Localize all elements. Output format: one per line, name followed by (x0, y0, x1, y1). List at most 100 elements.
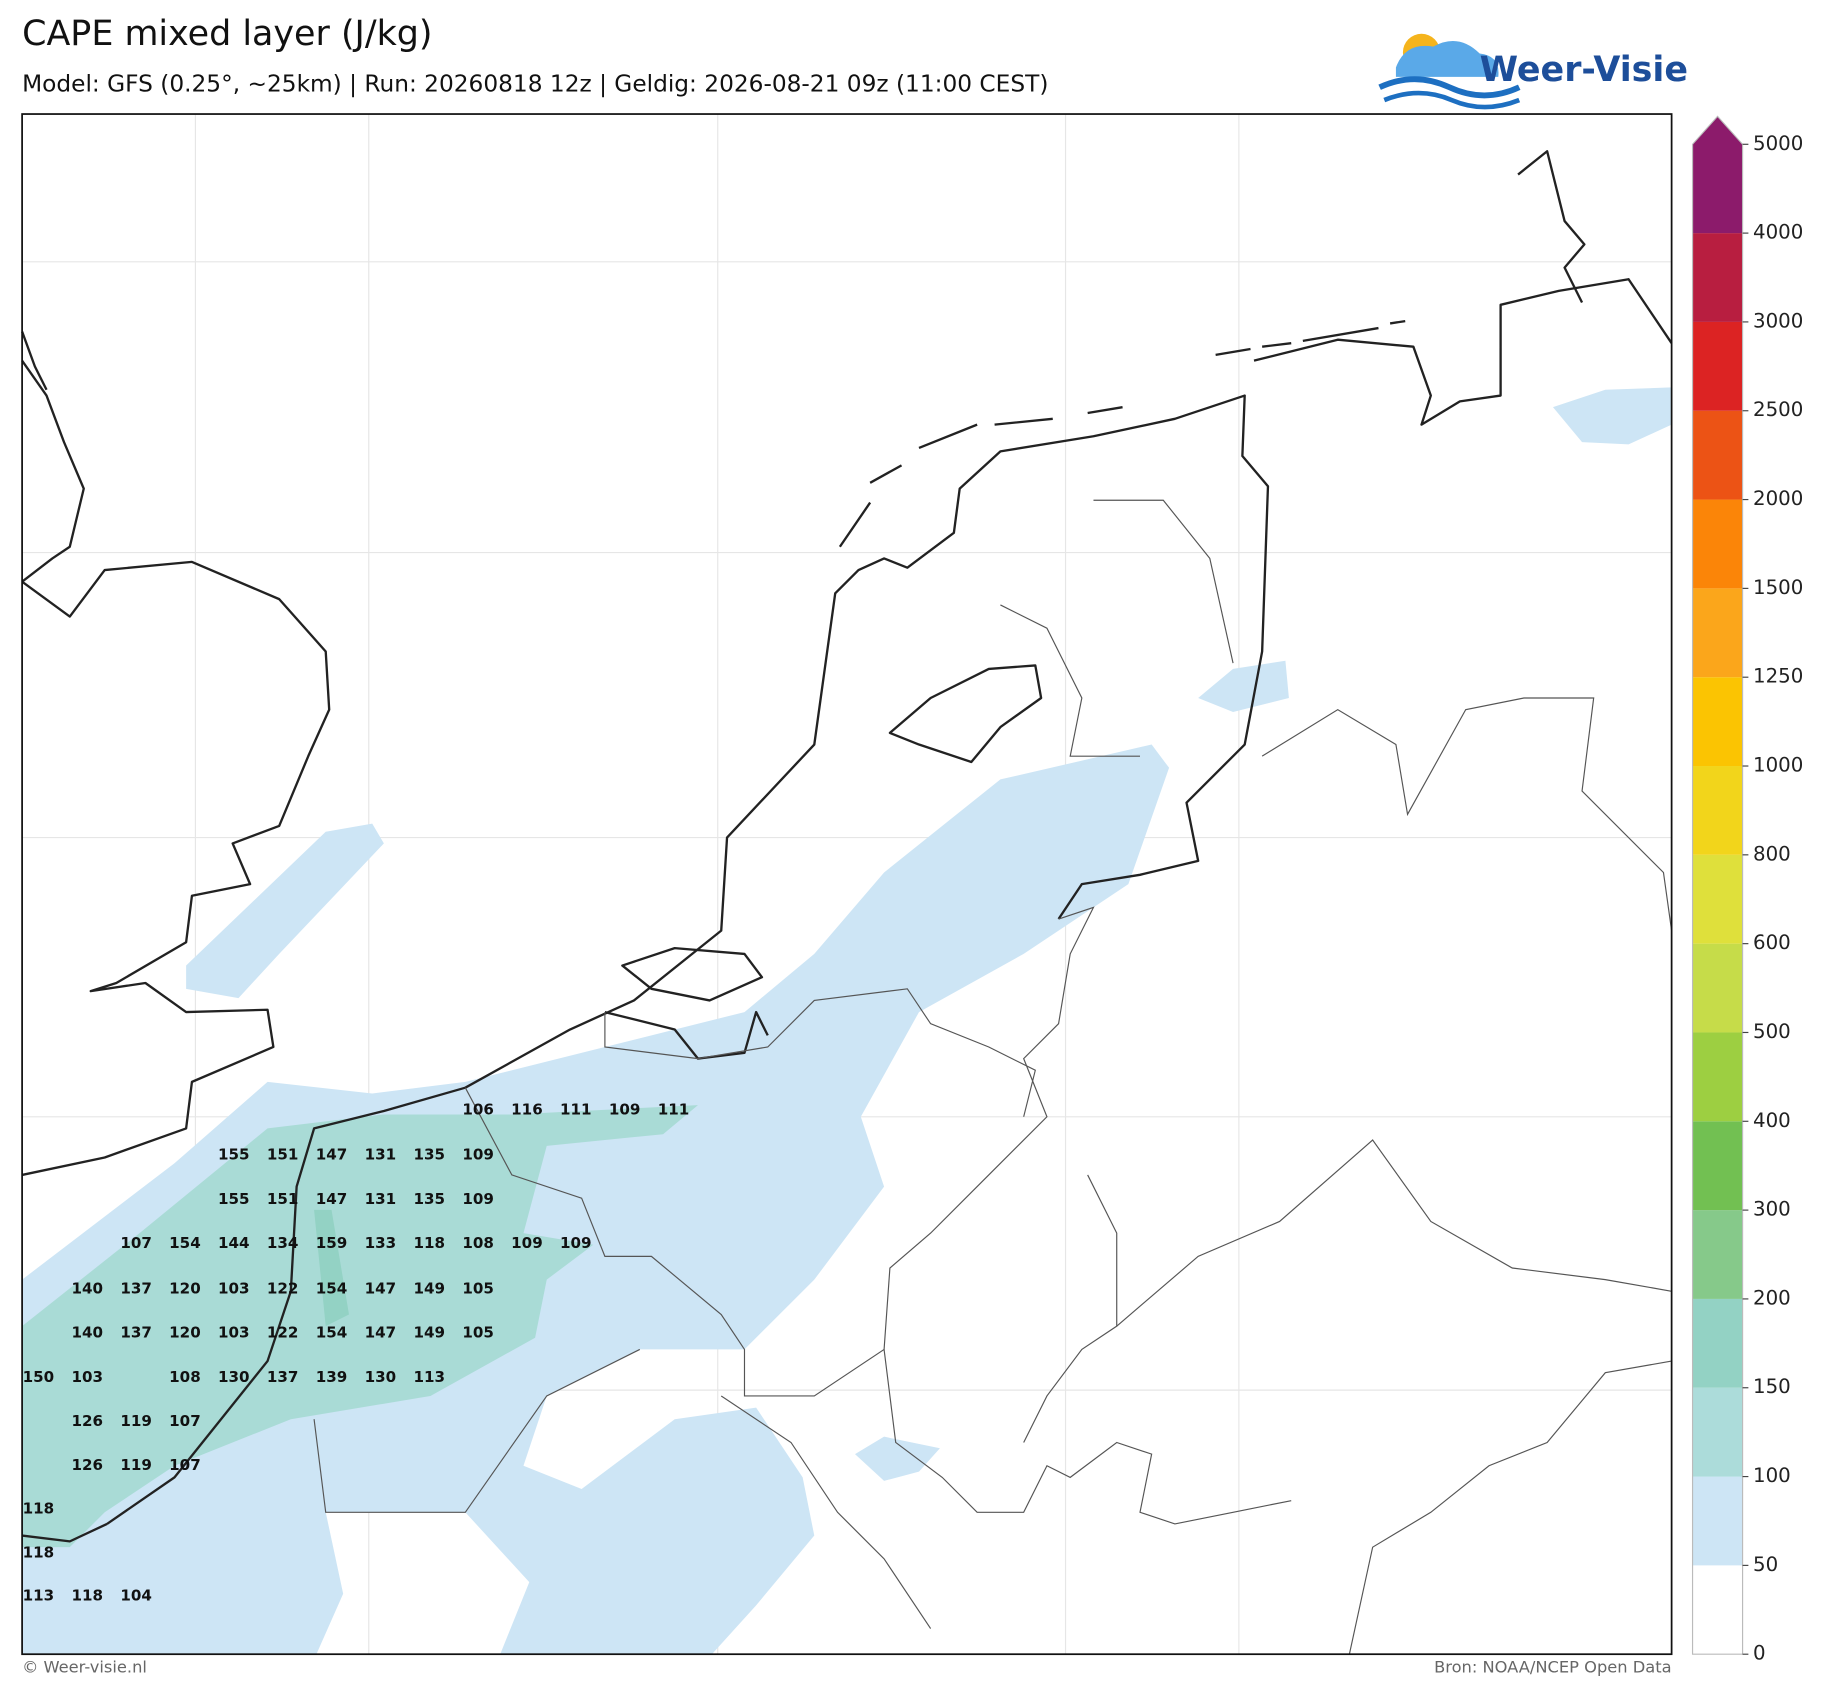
colorbar-tick-label: 5000 (1753, 132, 1803, 155)
cape-label: 105 (462, 1279, 494, 1297)
subtitle: Model: GFS (0.25°, ~25km) | Run: 2026081… (22, 70, 1048, 97)
cape-label: 108 (462, 1234, 494, 1252)
borders (313, 499, 1673, 1655)
cape-label: 113 (23, 1587, 55, 1605)
cape-label: 140 (71, 1324, 103, 1342)
colorbar: 0 50 100 150 200 300 400 500 600 800 1000 1250 1500 2… (1691, 115, 1803, 1665)
colorbar-segment (1692, 1565, 1743, 1655)
cape-label: 147 (316, 1190, 348, 1208)
cape-label: 139 (316, 1368, 348, 1386)
cape-label: 109 (462, 1146, 494, 1164)
cape-label: 159 (316, 1234, 348, 1252)
cape-label: 103 (218, 1279, 250, 1297)
cape-label: 151 (267, 1190, 299, 1208)
cape-label: 154 (316, 1324, 348, 1342)
cape-label: 111 (658, 1100, 690, 1118)
logo: Weer-Visie (1378, 33, 1688, 110)
colorbar-segment (1692, 499, 1743, 589)
colorbar-tick-label: 500 (1753, 1020, 1791, 1043)
colorbar-tick-label: 800 (1753, 842, 1791, 865)
colorbar-segment (1692, 588, 1743, 678)
footer-source: Bron: NOAA/NCEP Open Data (1434, 1658, 1672, 1677)
cape-label: 118 (23, 1499, 55, 1517)
cape-label: 111 (560, 1100, 592, 1118)
cape-label: 131 (365, 1146, 397, 1164)
cape-label: 147 (316, 1146, 348, 1164)
cape-label: 109 (609, 1100, 641, 1118)
colorbar-tick-label: 50 (1753, 1553, 1778, 1576)
colorbar-segment (1692, 854, 1743, 944)
colorbar-tick-label: 200 (1753, 1286, 1791, 1309)
colorbar-tick-label: 2000 (1753, 487, 1803, 510)
title: CAPE mixed layer (J/kg) (22, 14, 432, 54)
footer-credit: © Weer-visie.nl (22, 1658, 147, 1677)
colorbar-segment (1692, 116, 1743, 234)
colorbar-segment (1692, 766, 1743, 855)
colorbar-segment (1692, 677, 1743, 767)
colorbar-segment (1692, 1032, 1743, 1122)
cape-label: 103 (218, 1324, 250, 1342)
cape-label: 107 (169, 1412, 201, 1430)
cape-label: 116 (511, 1100, 543, 1118)
cape-label: 134 (267, 1234, 299, 1252)
colorbar-tick-label: 100 (1753, 1464, 1791, 1487)
coastlines (21, 150, 1673, 1543)
cape-label: 144 (218, 1234, 250, 1252)
cape-label: 137 (120, 1324, 152, 1342)
cape-label: 120 (169, 1324, 201, 1342)
colorbar-tick-label: 0 (1753, 1642, 1766, 1665)
colorbar-tick-label: 400 (1753, 1109, 1791, 1132)
cape-label: 151 (267, 1146, 299, 1164)
cape-label: 118 (23, 1544, 55, 1562)
cape-label: 104 (120, 1587, 152, 1605)
cape-label: 155 (218, 1190, 250, 1208)
cape-values: 106 116 111 109 111 155 151 147 131 135 109 155 151 1… (23, 1100, 690, 1604)
cape-label: 126 (71, 1456, 103, 1474)
cape-label: 109 (511, 1234, 543, 1252)
cape-label: 119 (120, 1456, 152, 1474)
colorbar-tick-label: 1250 (1753, 665, 1803, 688)
colorbar-tick-label: 1000 (1753, 754, 1803, 777)
cape-label: 147 (365, 1324, 397, 1342)
colorbar-tick-label: 2500 (1753, 398, 1803, 421)
cape-label: 149 (413, 1279, 445, 1297)
colorbar-tick-label: 300 (1753, 1198, 1791, 1221)
cape-label: 105 (462, 1324, 494, 1342)
cape-label: 122 (267, 1324, 299, 1342)
cape-label: 131 (365, 1190, 397, 1208)
colorbar-tick-label: 3000 (1753, 309, 1803, 332)
colorbar-segment (1692, 1387, 1743, 1477)
map-frame (21, 113, 1673, 1656)
colorbar-segment (1692, 410, 1743, 500)
cape-label: 137 (267, 1368, 299, 1386)
cape-label: 118 (71, 1587, 103, 1605)
cape-label: 126 (71, 1412, 103, 1430)
cape-label: 155 (218, 1146, 250, 1164)
colorbar-tick-label: 600 (1753, 931, 1791, 954)
cape-fill (22, 387, 1672, 1655)
colorbar-tick-label: 150 (1753, 1375, 1791, 1398)
colorbar-tick-label: 1500 (1753, 576, 1803, 599)
cape-label: 154 (316, 1279, 348, 1297)
cape-label: 122 (267, 1279, 299, 1297)
cape-label: 119 (120, 1412, 152, 1430)
cape-label: 108 (169, 1368, 201, 1386)
colorbar-segment (1692, 1298, 1743, 1388)
cape-label: 130 (218, 1368, 250, 1386)
colorbar-tick-label: 4000 (1753, 221, 1803, 244)
cape-label: 118 (413, 1234, 445, 1252)
cape-label: 106 (462, 1100, 494, 1118)
cape-label: 107 (120, 1234, 152, 1252)
cape-label: 140 (71, 1279, 103, 1297)
cape-label: 130 (365, 1368, 397, 1386)
colorbar-outline (1691, 115, 1744, 1655)
colorbar-segment (1692, 1210, 1743, 1299)
cape-label: 107 (169, 1456, 201, 1474)
cape-label: 120 (169, 1279, 201, 1297)
map: 106 116 111 109 111 155 151 147 131 135 109 155 151 1… (21, 113, 1673, 1656)
cape-label: 109 (462, 1190, 494, 1208)
cape-label: 137 (120, 1279, 152, 1297)
colorbar-segment (1692, 943, 1743, 1033)
